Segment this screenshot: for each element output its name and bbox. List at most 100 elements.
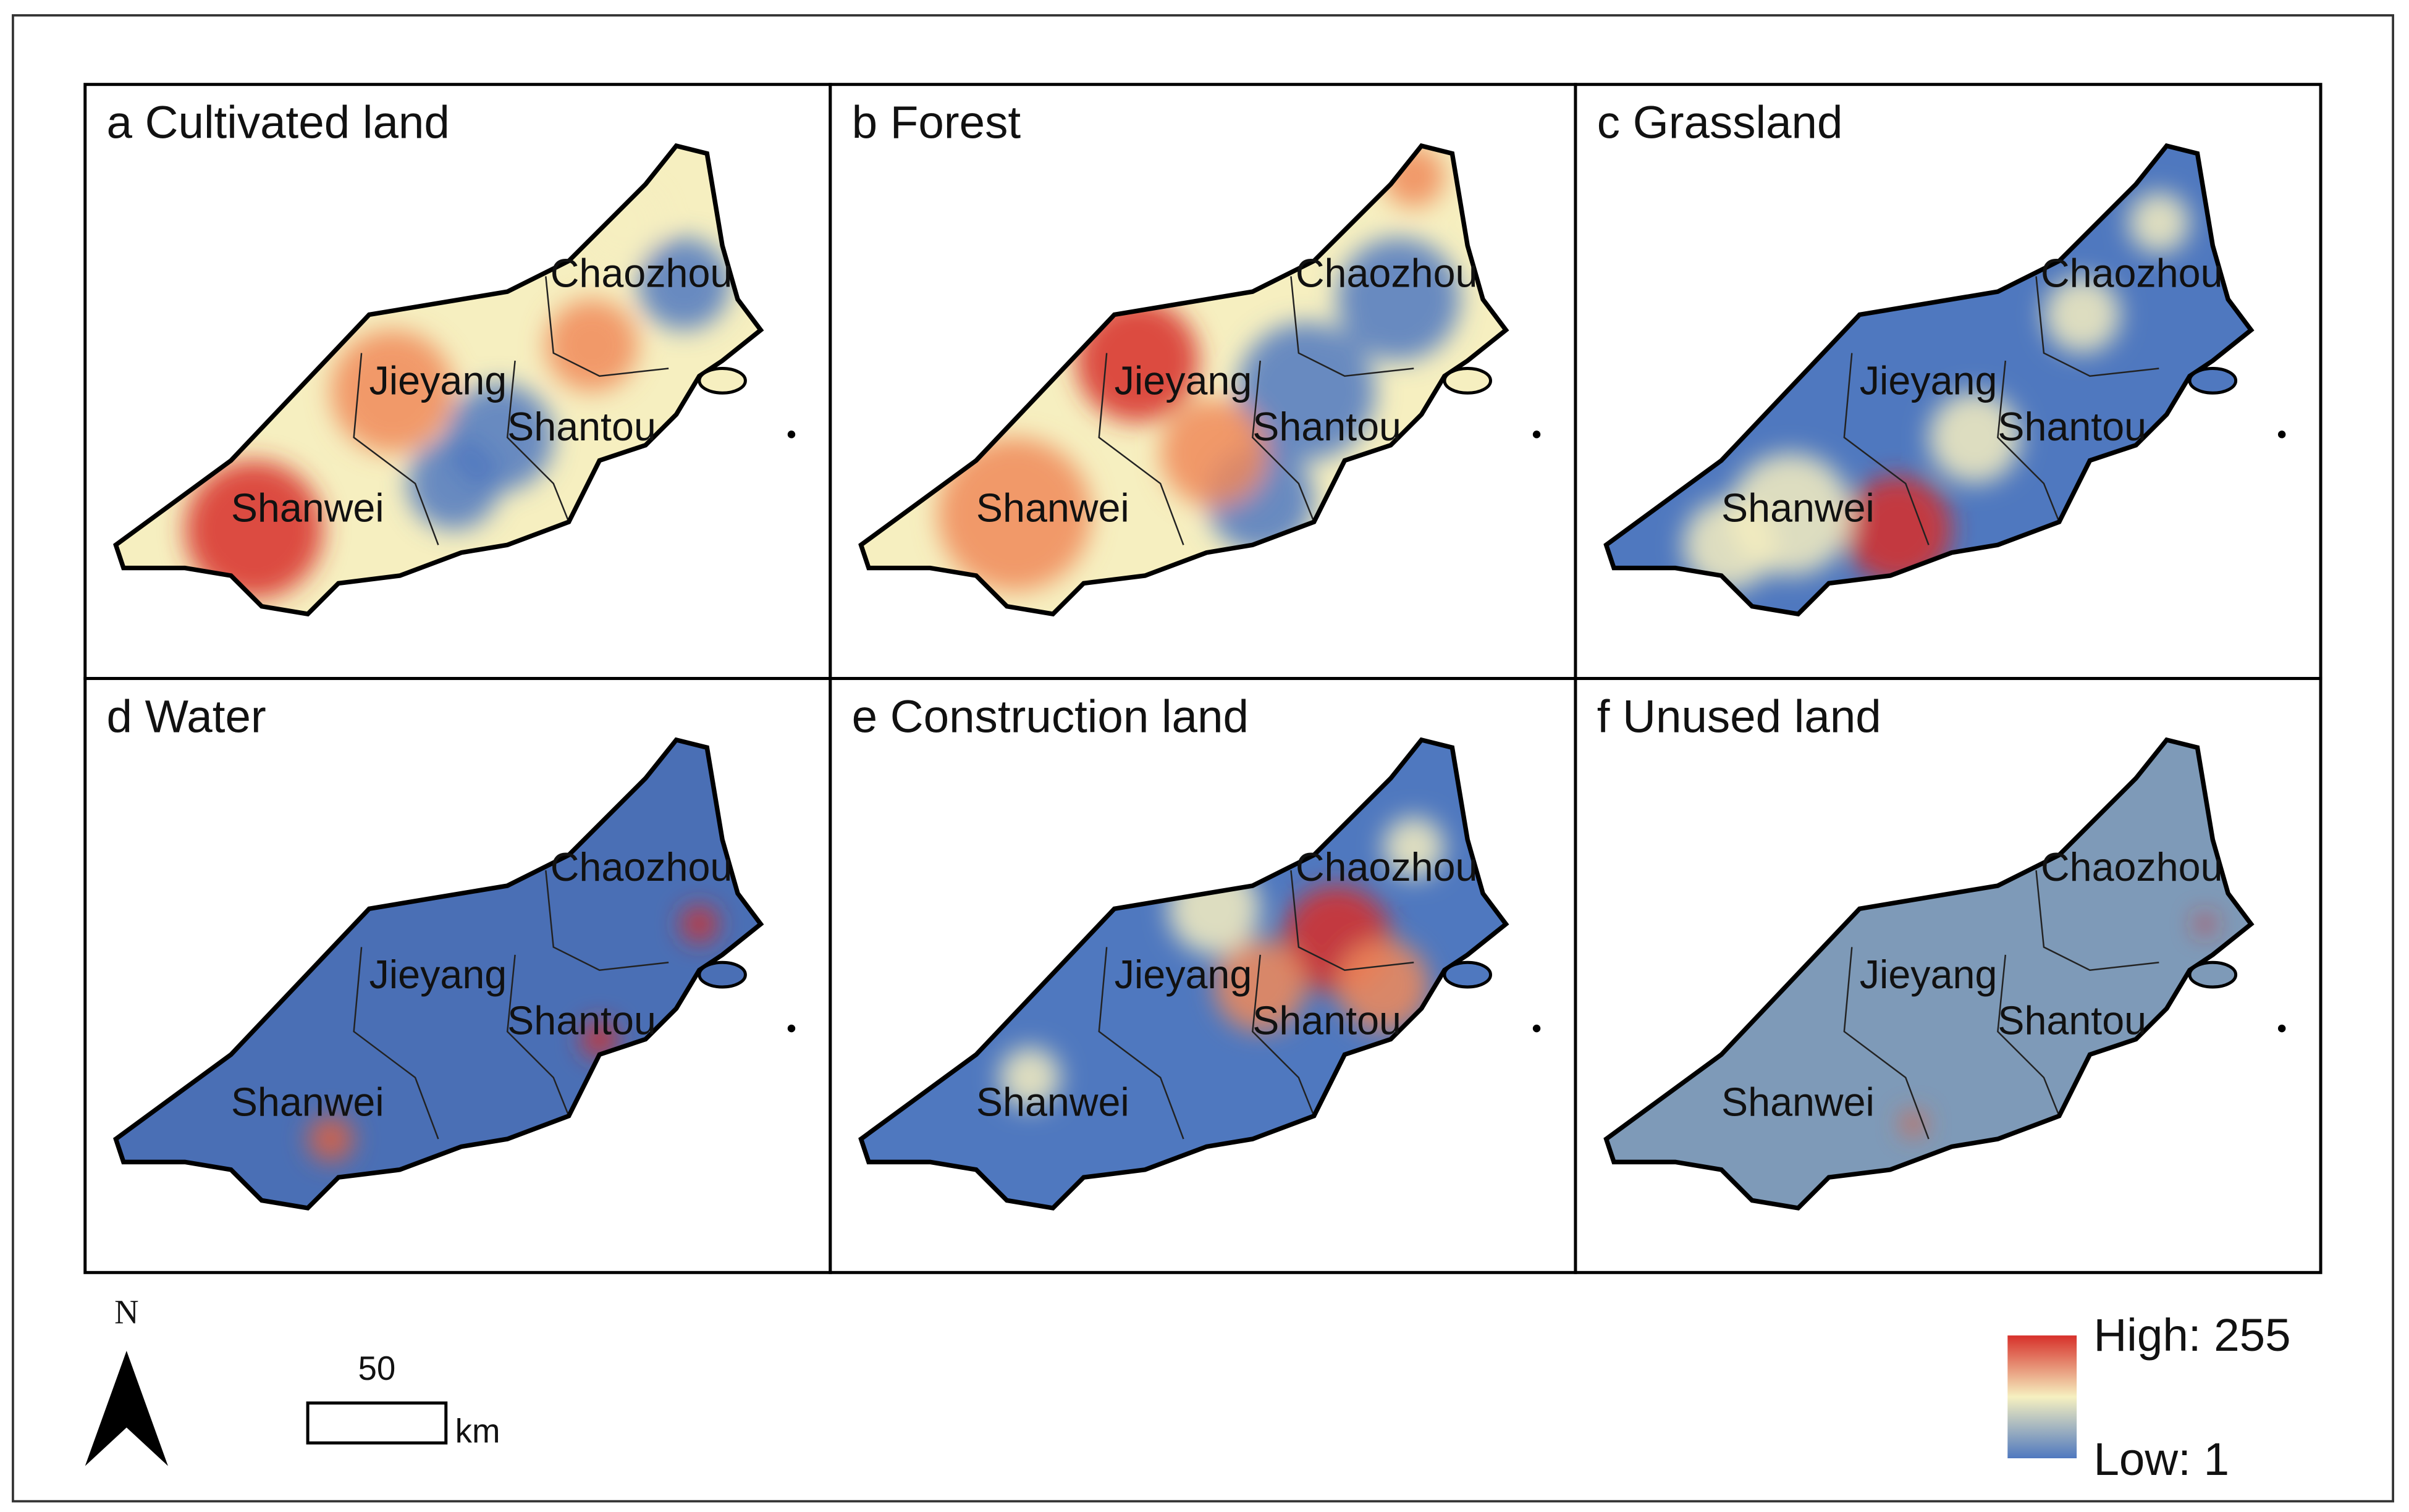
intensity-patch	[1682, 498, 1776, 591]
city-boundary	[1997, 360, 2060, 523]
intensity-patch	[1336, 939, 1430, 1032]
city-label: Shantou	[1252, 405, 1401, 449]
intensity-patch	[185, 460, 323, 599]
region-texture	[1682, 191, 2190, 591]
north-label: N	[114, 1293, 138, 1330]
north-arrow-shape	[85, 1351, 168, 1466]
intensity-patch	[999, 1046, 1061, 1109]
city-label: Chaozhou	[551, 845, 733, 889]
legend-high: High: 255	[2093, 1309, 2290, 1361]
island	[1532, 430, 1541, 439]
intensity-patch	[308, 1115, 354, 1162]
intensity-patch	[681, 905, 718, 943]
intensity-patch	[2043, 276, 2121, 353]
island	[698, 366, 747, 395]
city-label: Shantou	[1998, 999, 2146, 1043]
city-label: Shanwei	[976, 486, 1129, 531]
city-boundary	[353, 947, 439, 1140]
intensity-patch	[937, 437, 1092, 591]
city-label: Jieyang	[369, 952, 507, 997]
intensity-patch	[1383, 817, 1445, 878]
city-label: Shanwei	[231, 1080, 384, 1124]
intensity-patch	[546, 299, 638, 392]
city-label: Chaozhou	[2041, 251, 2223, 295]
city-boundary	[1290, 276, 1414, 377]
city-label: Shantou	[1998, 405, 2146, 449]
region-texture	[1901, 915, 2214, 1136]
city-label: Jieyang	[1860, 358, 1998, 403]
region-texture	[308, 905, 718, 1162]
region-outline	[113, 143, 764, 617]
city-label: Shanwei	[1721, 486, 1875, 531]
city-boundary	[1098, 353, 1184, 545]
intensity-patch	[407, 437, 500, 530]
city-label: Shantou	[1252, 999, 1401, 1043]
intensity-patch	[2128, 191, 2190, 254]
map-panel: e Construction land Chaozhou JieyangShanto…	[829, 677, 1577, 1274]
city-boundary	[1251, 360, 1315, 523]
intensity-patch	[581, 1020, 618, 1058]
city-boundary	[2035, 276, 2159, 377]
city-label: Jieyang	[1860, 952, 1998, 997]
region-outline	[1603, 143, 2255, 617]
city-boundary	[1843, 353, 1930, 545]
scale-unit: km	[455, 1413, 500, 1450]
city-boundary	[1251, 954, 1315, 1117]
island	[787, 1024, 796, 1033]
panel-title: d Water	[107, 691, 266, 742]
panels: a Cultivated landChaozhouJieyangShantouS…	[83, 83, 2323, 1274]
intensity-patch	[1928, 391, 2021, 484]
north-arrow: N	[85, 1293, 168, 1466]
city-label: Chaozhou	[1296, 251, 1478, 295]
panel-title: e Construction land	[852, 691, 1249, 742]
legend: High: 255 Low: 1	[2007, 1309, 2291, 1485]
city-label: Jieyang	[1115, 358, 1252, 403]
island	[787, 430, 796, 439]
scale-bar: 50 km	[306, 1350, 500, 1450]
island	[2277, 1024, 2286, 1033]
region-outline	[858, 143, 1509, 617]
city-label: Shantou	[507, 405, 656, 449]
intensity-patch	[1160, 399, 1268, 507]
island	[2188, 960, 2238, 989]
island	[698, 960, 747, 989]
city-label: Shanwei	[1721, 1080, 1875, 1124]
city-boundary	[1290, 870, 1414, 971]
island	[1443, 366, 1492, 395]
legend-ramp	[2007, 1335, 2077, 1459]
intensity-patch	[1901, 1111, 1926, 1136]
city-label: Jieyang	[1115, 952, 1252, 997]
intensity-patch	[1214, 939, 1307, 1032]
panel-title: c Grassland	[1597, 96, 1843, 148]
city-boundary	[506, 360, 570, 523]
city-boundary	[353, 353, 439, 545]
city-boundary	[506, 954, 570, 1117]
island	[1443, 960, 1492, 989]
island	[2277, 430, 2286, 439]
legend-low: Low: 1	[2093, 1434, 2229, 1485]
city-label: Jieyang	[369, 358, 507, 403]
scale-rect	[306, 1401, 448, 1445]
city-boundary	[545, 870, 669, 971]
city-boundary	[1098, 947, 1184, 1140]
panel-title: f Unused land	[1597, 691, 1881, 742]
intensity-patch	[1336, 238, 1460, 361]
region-outline	[113, 737, 764, 1211]
intensity-patch	[1844, 476, 1952, 584]
scale-distance: 50	[358, 1350, 396, 1387]
city-label: Shantou	[507, 999, 656, 1043]
intensity-patch	[1076, 299, 1199, 422]
city-label: Shanwei	[976, 1080, 1129, 1124]
outer-frame	[12, 14, 2394, 1503]
panel-title: a Cultivated land	[107, 96, 450, 148]
city-label: Chaozhou	[2041, 845, 2223, 889]
city-boundary	[1997, 954, 2060, 1117]
region-outline	[1603, 737, 2255, 1211]
